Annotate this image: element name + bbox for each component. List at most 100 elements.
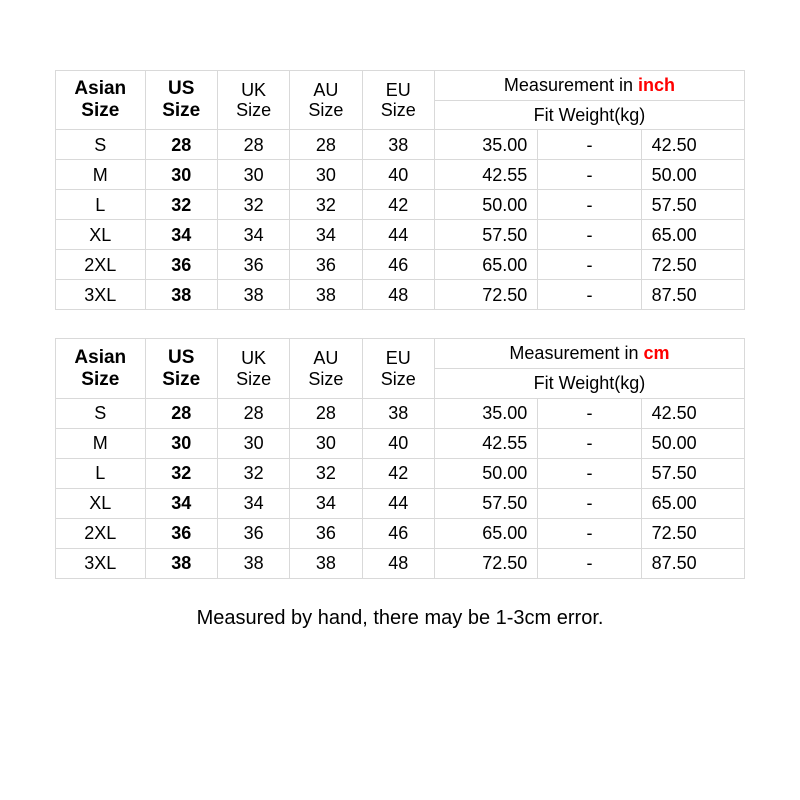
cell-us: 28 (145, 398, 217, 428)
cell-us: 32 (145, 458, 217, 488)
cell-uk: 36 (217, 518, 289, 548)
cell-weight-from: 72.50 (434, 548, 537, 578)
cell-us: 34 (145, 220, 217, 250)
header-measurement: Measurement in cm (434, 339, 744, 369)
cell-eu: 48 (362, 548, 434, 578)
size-table: AsianSizeUSSizeUKSizeAUSizeEUSizeMeasure… (55, 338, 745, 578)
cell-eu: 42 (362, 190, 434, 220)
header-eu-l2: Size (365, 100, 432, 121)
header-us-l1: US (148, 347, 215, 369)
cell-asian: M (56, 160, 146, 190)
header-uk-l2: Size (220, 100, 287, 121)
cell-eu: 38 (362, 398, 434, 428)
cell-au: 38 (290, 280, 362, 310)
cell-eu: 46 (362, 250, 434, 280)
header-us: USSize (145, 339, 217, 398)
cell-asian: S (56, 130, 146, 160)
table-row: 2XL3636364665.00-72.50 (56, 518, 745, 548)
cell-weight-from: 35.00 (434, 130, 537, 160)
cell-asian: M (56, 428, 146, 458)
cell-uk: 38 (217, 280, 289, 310)
cell-weight-from: 65.00 (434, 518, 537, 548)
table-row: XL3434344457.50-65.00 (56, 488, 745, 518)
cell-uk: 28 (217, 398, 289, 428)
cell-eu: 40 (362, 160, 434, 190)
header-us-l2: Size (148, 100, 215, 122)
cell-weight-to: 72.50 (641, 250, 744, 280)
cell-asian: S (56, 398, 146, 428)
table-row: XL3434344457.50-65.00 (56, 220, 745, 250)
table-row: M3030304042.55-50.00 (56, 160, 745, 190)
table-row: L3232324250.00-57.50 (56, 458, 745, 488)
cell-us: 34 (145, 488, 217, 518)
cell-asian: XL (56, 220, 146, 250)
cell-asian: L (56, 458, 146, 488)
cell-au: 30 (290, 160, 362, 190)
header-uk: UKSize (217, 339, 289, 398)
cell-weight-from: 35.00 (434, 398, 537, 428)
cell-au: 28 (290, 398, 362, 428)
cell-asian: L (56, 190, 146, 220)
cell-us: 38 (145, 280, 217, 310)
header-asian-l2: Size (58, 100, 143, 122)
size-table: AsianSizeUSSizeUKSizeAUSizeEUSizeMeasure… (55, 70, 745, 310)
header-au-l2: Size (292, 100, 359, 121)
cell-weight-from: 42.55 (434, 428, 537, 458)
cell-eu: 44 (362, 220, 434, 250)
header-us-l2: Size (148, 369, 215, 391)
header-au: AUSize (290, 71, 362, 130)
table-row: M3030304042.55-50.00 (56, 428, 745, 458)
cell-weight-from: 42.55 (434, 160, 537, 190)
cell-weight-dash: - (538, 220, 641, 250)
cell-weight-to: 57.50 (641, 190, 744, 220)
cell-uk: 34 (217, 488, 289, 518)
header-fit-weight: Fit Weight(kg) (434, 100, 744, 130)
header-asian: AsianSize (56, 71, 146, 130)
cell-au: 32 (290, 458, 362, 488)
cell-au: 34 (290, 220, 362, 250)
header-uk-l2: Size (220, 369, 287, 390)
cell-weight-to: 50.00 (641, 160, 744, 190)
header-measurement-unit: cm (643, 343, 669, 363)
table-row: L3232324250.00-57.50 (56, 190, 745, 220)
cell-us: 30 (145, 428, 217, 458)
cell-weight-dash: - (538, 458, 641, 488)
header-eu-l2: Size (365, 369, 432, 390)
cell-weight-dash: - (538, 280, 641, 310)
cell-weight-dash: - (538, 518, 641, 548)
header-au-l1: AU (292, 348, 359, 369)
header-asian-l1: Asian (58, 78, 143, 100)
header-uk-l1: UK (220, 80, 287, 101)
header-asian: AsianSize (56, 339, 146, 398)
cell-us: 28 (145, 130, 217, 160)
cell-weight-to: 72.50 (641, 518, 744, 548)
header-au-l1: AU (292, 80, 359, 101)
cell-eu: 48 (362, 280, 434, 310)
header-asian-l2: Size (58, 369, 143, 391)
cell-uk: 30 (217, 160, 289, 190)
table-row: 3XL3838384872.50-87.50 (56, 548, 745, 578)
cell-eu: 38 (362, 130, 434, 160)
cell-us: 36 (145, 518, 217, 548)
header-au: AUSize (290, 339, 362, 398)
cell-weight-from: 50.00 (434, 190, 537, 220)
cell-weight-dash: - (538, 250, 641, 280)
header-eu: EUSize (362, 339, 434, 398)
cell-weight-to: 87.50 (641, 548, 744, 578)
cell-weight-dash: - (538, 428, 641, 458)
cell-eu: 40 (362, 428, 434, 458)
table-row: 2XL3636364665.00-72.50 (56, 250, 745, 280)
cell-uk: 28 (217, 130, 289, 160)
cell-au: 38 (290, 548, 362, 578)
table-row: 3XL3838384872.50-87.50 (56, 280, 745, 310)
cell-weight-to: 65.00 (641, 488, 744, 518)
header-au-l2: Size (292, 369, 359, 390)
cell-au: 34 (290, 488, 362, 518)
cell-weight-from: 50.00 (434, 458, 537, 488)
table-row: S2828283835.00-42.50 (56, 398, 745, 428)
cell-au: 36 (290, 250, 362, 280)
cell-eu: 42 (362, 458, 434, 488)
header-measurement-prefix: Measurement in (504, 75, 638, 95)
header-fit-weight: Fit Weight(kg) (434, 369, 744, 399)
cell-uk: 32 (217, 458, 289, 488)
